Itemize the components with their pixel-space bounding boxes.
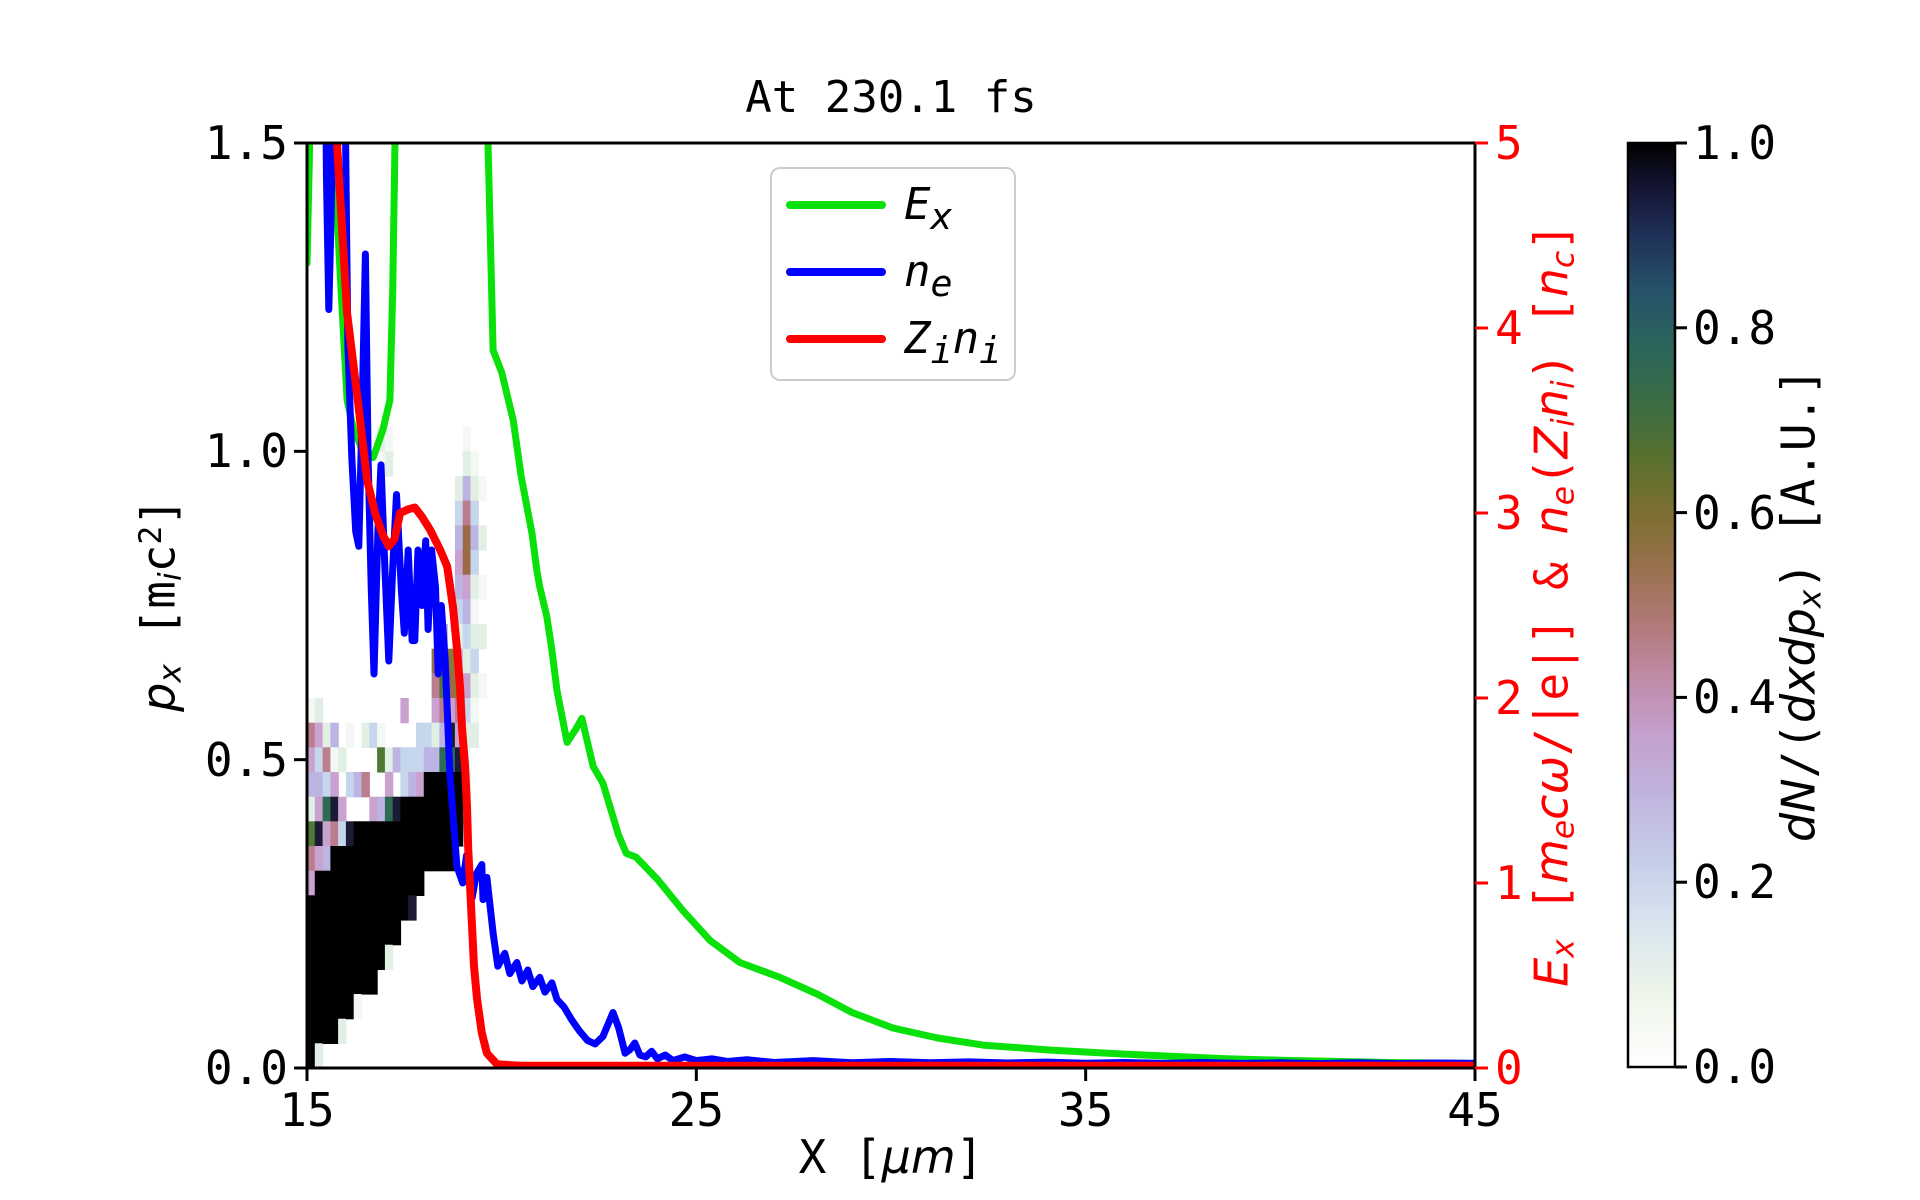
y-right-tick-label-2: 2 — [1495, 671, 1523, 725]
colorbar-tick-label-0.2: 0.2 — [1693, 855, 1777, 910]
y-right-tick-label-5: 5 — [1495, 116, 1523, 170]
colorbar — [1626, 141, 1677, 1069]
y-right-tick-label-3: 3 — [1495, 486, 1523, 540]
legend-line-Ex — [786, 201, 886, 209]
legend-line-Zini — [786, 335, 886, 343]
x-tick-label-35: 35 — [1057, 1083, 1114, 1137]
y-right-tick-label-4: 4 — [1495, 301, 1523, 355]
curves — [307, 143, 1475, 1068]
heatmap — [307, 426, 487, 1068]
colorbar-tick-label-0.4: 0.4 — [1693, 670, 1777, 725]
y-axis-label-left: px [mic2] — [131, 498, 189, 712]
y-left-tick-label-1.5: 1.5 — [204, 116, 288, 170]
legend-entry-Zini: Zini — [772, 311, 1014, 372]
colorbar-tick-label-0.0: 0.0 — [1693, 1040, 1777, 1094]
colorbar-label: dN/(dxdpx) [A.U.] — [1771, 368, 1829, 842]
x-tick-label-45: 45 — [1447, 1083, 1503, 1137]
legend: Ex ne Zini — [770, 167, 1016, 381]
x-tick-label-25: 25 — [668, 1083, 725, 1137]
legend-label-Ex: Ex — [904, 179, 953, 238]
legend-label-Zini: Zini — [904, 313, 1002, 372]
colorbar-tick-label-1.0: 1.0 — [1693, 116, 1777, 170]
axes-spines — [305, 141, 1477, 1070]
y-right-tick-label-1: 1 — [1495, 856, 1523, 910]
legend-entry-ne: ne — [772, 244, 1014, 305]
legend-entry-Ex: Ex — [772, 177, 1014, 238]
legend-line-ne — [786, 268, 886, 276]
y-left-tick-label-0.5: 0.5 — [204, 732, 288, 787]
colorbar-tick-label-0.8: 0.8 — [1693, 300, 1777, 355]
legend-label-ne: ne — [904, 246, 953, 305]
y-left-tick-label-1.0: 1.0 — [204, 424, 288, 479]
colorbar-tick-label-0.6: 0.6 — [1693, 485, 1777, 540]
plot-title: At 230.1 fs — [745, 72, 1037, 123]
y-right-tick-label-0: 0 — [1495, 1041, 1523, 1095]
x-axis-label: X [μm] — [798, 1130, 984, 1184]
y-left-tick-label-0.0: 0.0 — [204, 1041, 288, 1095]
x-tick-label-15: 15 — [279, 1083, 335, 1137]
